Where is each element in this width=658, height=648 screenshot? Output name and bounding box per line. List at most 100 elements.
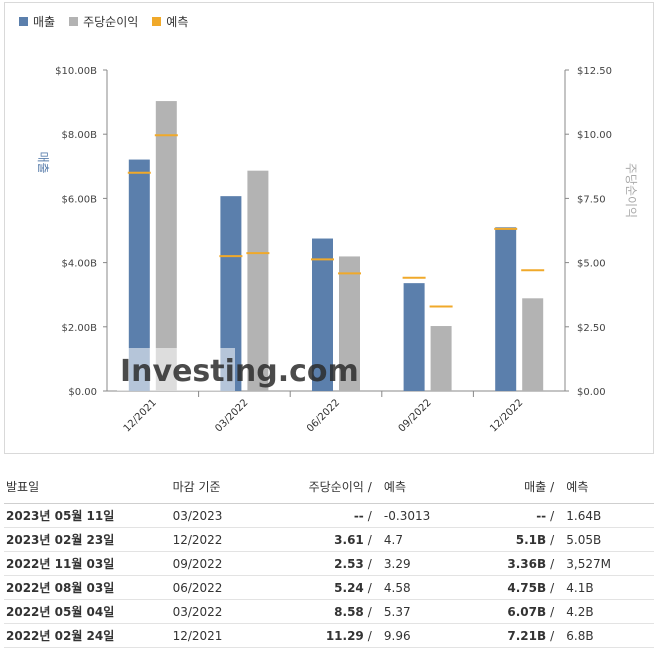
x-category-label: 03/2022 [213,397,250,434]
row-eps: 8.58 [289,599,366,624]
legend-label-eps: 주당순이익 [83,15,139,29]
y-axis-left-title: 매출 [36,151,50,173]
bar-chart-svg: $0.00 $2.00B $4.00B $6.00B $8.00B $10.00B $0.0… [36,66,638,434]
header-date[interactable]: 발표일 [4,474,171,504]
legend-swatch-eps [69,17,79,26]
row-revenue-forecast: 3,527M [564,551,654,576]
row-revenue-forecast: 6.8B [564,623,654,648]
row-eps: 11.29 [289,623,366,648]
table-body: 2023년 05월 11일 03/2023 -- / -0.3013 --/1.64B 20… [4,503,654,648]
row-sep-2: / [548,599,565,624]
row-date: 2022년 05월 04일 [4,599,171,624]
row-eps: 2.53 [289,551,366,576]
x-category-label: 12/2021 [122,397,159,434]
header-eps-forecast: 예측 [381,474,472,504]
y-axis-right-title: 주당순이익 [624,163,638,218]
legend-item-eps[interactable]: 주당순이익 [69,13,138,30]
legend-label-revenue: 매출 [33,15,56,29]
y-tick-right-label: $0.00 [577,387,606,398]
row-eps: 3.61 [289,527,366,552]
row-date: 2023년 05월 11일 [4,503,171,528]
row-sep-2: / [548,527,565,552]
row-sep-2: / [548,623,565,648]
row-eps: 5.24 [289,575,366,600]
row-eps-forecast: 5.37 [381,599,472,624]
header-eps: 주당순이익 [289,474,366,504]
row-revenue: -- [471,503,549,528]
row-date: 2022년 02월 24일 [4,623,171,648]
header-revenue-forecast: 예측 [564,474,654,504]
row-revenue-forecast: 1.64B [564,503,654,528]
row-sep-2: / [548,503,565,528]
bar-revenue [220,196,242,391]
table-row: 2022년 05월 04일 03/2022 8.58/5.37 6.07B/4.2B [4,599,654,624]
bar-eps [155,101,177,391]
row-period: 06/2022 [170,575,290,600]
row-sep: / [365,575,382,600]
row-eps-forecast: -0.3013 [381,503,472,528]
row-eps-forecast: 9.96 [381,623,472,648]
header-sep: / [365,474,382,504]
header-period: 마감 기준 [170,474,290,504]
row-revenue: 7.21B [471,623,549,648]
y-tick-left-label: $8.00B [62,130,98,141]
row-date: 2022년 11월 03일 [4,551,171,576]
table-row: 2023년 02월 23일 12/2022 3.61/4.7 5.1B/5.05B [4,527,654,552]
table-row: 2022년 08월 03일 06/2022 5.24/4.58 4.75B/4.1B [4,575,654,600]
row-sep-2: / [548,551,565,576]
row-sep: / [365,527,382,552]
bar-eps [247,170,269,391]
x-category-label: 09/2022 [397,397,434,434]
row-revenue: 5.1B [471,527,549,552]
header-revenue: 매출 [471,474,549,504]
watermark-logo: Investing.com [120,354,359,389]
row-eps-forecast: 4.7 [381,527,472,552]
y-tick-left-label: $10.00B [55,66,97,77]
row-revenue: 6.07B [471,599,549,624]
bar-eps [522,298,544,391]
x-category-label: 12/2022 [488,397,525,434]
row-revenue: 4.75B [471,575,549,600]
bar-revenue [128,159,150,391]
row-sep: / [365,599,382,624]
earnings-chart-panel: 매출 주당순이익 예측 $0.00 $2.00B $4.00B $6.00B $8.00… [4,2,654,454]
bar-revenue [312,238,333,391]
row-period: 03/2022 [170,599,290,624]
y-tick-left-label: $4.00B [62,259,98,270]
row-sep: / [365,503,382,528]
row-eps: -- [289,503,366,528]
table-row: 2022년 02월 24일 12/2021 11.29/9.96 7.21B/6.8B [4,623,654,648]
bar-eps [430,326,452,391]
row-revenue: 3.36B [471,551,549,576]
bar-revenue [403,283,425,391]
y-tick-left-label: $0.00 [68,387,97,398]
row-eps-forecast: 4.58 [381,575,472,600]
legend-item-revenue[interactable]: 매출 [19,13,55,30]
legend-item-forecast[interactable]: 예측 [152,13,188,30]
y-tick-right-label: $5.00 [577,259,606,270]
row-period: 12/2021 [170,623,290,648]
table-row: 2023년 05월 11일 03/2023 -- / -0.3013 --/1.64B [4,503,654,528]
legend-swatch-forecast [152,17,162,26]
row-sep: / [365,551,382,576]
table-row: 2022년 11월 03일 09/2022 2.53/3.29 3.36B/3,527… [4,551,654,576]
row-date: 2023년 02월 23일 [4,527,171,552]
y-tick-left-label: $6.00B [62,194,98,205]
watermark-backdrop [117,348,235,391]
header-sep-2: / [548,474,565,504]
row-date: 2022년 08월 03일 [4,575,171,600]
table-header-row: 발표일 마감 기준 주당순이익 / 예측 매출 / 예측 [4,474,654,504]
chart-legend: 매출 주당순이익 예측 [19,13,188,30]
y-tick-right-label: $10.00 [577,130,612,141]
x-category-label: 06/2022 [305,397,342,434]
row-period: 12/2022 [170,527,290,552]
y-tick-left-label: $2.00B [62,323,98,334]
bar-eps [339,256,360,391]
y-tick-right-label: $2.50 [577,323,606,334]
row-period: 09/2022 [170,551,290,576]
bar-revenue [495,227,517,391]
row-sep-2: / [548,575,565,600]
legend-swatch-revenue [19,17,28,26]
y-tick-right-label: $12.50 [577,66,612,77]
row-sep: / [365,623,382,648]
